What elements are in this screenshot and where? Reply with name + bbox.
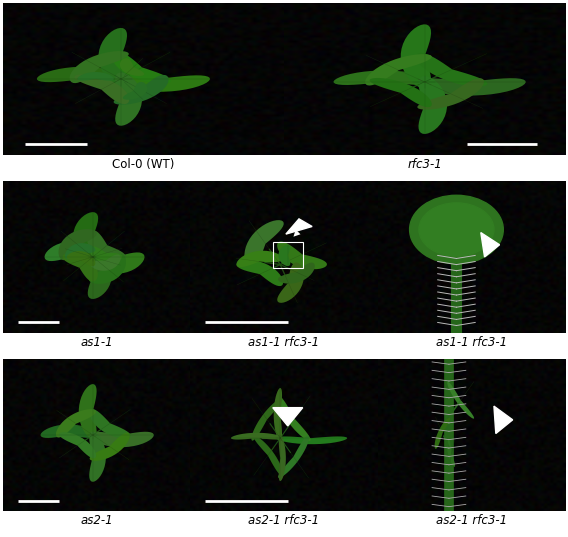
Polygon shape [277,242,327,269]
Polygon shape [89,432,106,482]
Polygon shape [66,251,95,266]
Polygon shape [56,409,96,438]
Polygon shape [65,243,95,259]
Polygon shape [236,251,282,267]
Polygon shape [98,28,127,86]
Polygon shape [286,219,312,234]
Polygon shape [88,432,154,447]
Polygon shape [435,417,450,449]
Polygon shape [231,433,283,440]
Ellipse shape [419,203,494,256]
Polygon shape [447,382,474,419]
Polygon shape [253,436,283,475]
Polygon shape [74,74,130,104]
Polygon shape [414,78,526,96]
Polygon shape [62,253,98,282]
Polygon shape [273,408,303,426]
Polygon shape [59,229,97,260]
Polygon shape [278,245,290,266]
Ellipse shape [410,195,503,264]
Polygon shape [87,253,111,299]
Text: as1-1: as1-1 [80,336,113,349]
Polygon shape [37,67,132,82]
Polygon shape [447,440,455,467]
Polygon shape [79,384,97,439]
Polygon shape [109,75,210,92]
Polygon shape [277,263,304,303]
Polygon shape [276,437,347,444]
Polygon shape [73,212,98,261]
Polygon shape [244,220,283,267]
Polygon shape [237,260,283,286]
Polygon shape [419,76,447,134]
Polygon shape [120,58,144,76]
Polygon shape [123,82,147,100]
Polygon shape [278,263,315,284]
Polygon shape [90,255,121,271]
Text: Col-0 (WT): Col-0 (WT) [112,158,174,171]
Polygon shape [89,254,126,284]
Text: rfc3-1: rfc3-1 [407,158,442,171]
Polygon shape [90,246,122,264]
Polygon shape [417,78,484,110]
Polygon shape [40,424,97,438]
Polygon shape [114,75,169,105]
Text: as1-1 rfc3-1: as1-1 rfc3-1 [436,336,507,349]
Bar [273,242,303,267]
Polygon shape [115,72,142,126]
Text: as2-1 rfc3-1: as2-1 rfc3-1 [248,514,320,527]
Polygon shape [494,406,513,433]
Polygon shape [89,409,131,438]
Polygon shape [274,388,282,441]
Polygon shape [279,436,286,481]
Text: as1-1 rfc3-1: as1-1 rfc3-1 [248,336,320,349]
Polygon shape [87,230,126,262]
Polygon shape [44,242,97,261]
Polygon shape [59,432,96,459]
Text: as2-1 rfc3-1: as2-1 rfc3-1 [436,514,507,527]
Polygon shape [77,72,114,81]
Polygon shape [401,24,431,88]
Polygon shape [481,233,500,257]
Polygon shape [333,70,435,85]
Polygon shape [70,51,129,83]
Polygon shape [89,252,144,274]
Polygon shape [112,52,171,84]
Polygon shape [365,54,432,85]
Polygon shape [90,433,130,461]
Polygon shape [252,398,282,441]
Polygon shape [278,436,309,478]
Polygon shape [416,53,487,86]
Polygon shape [370,78,432,107]
Polygon shape [278,396,311,441]
Text: as2-1: as2-1 [80,514,113,527]
